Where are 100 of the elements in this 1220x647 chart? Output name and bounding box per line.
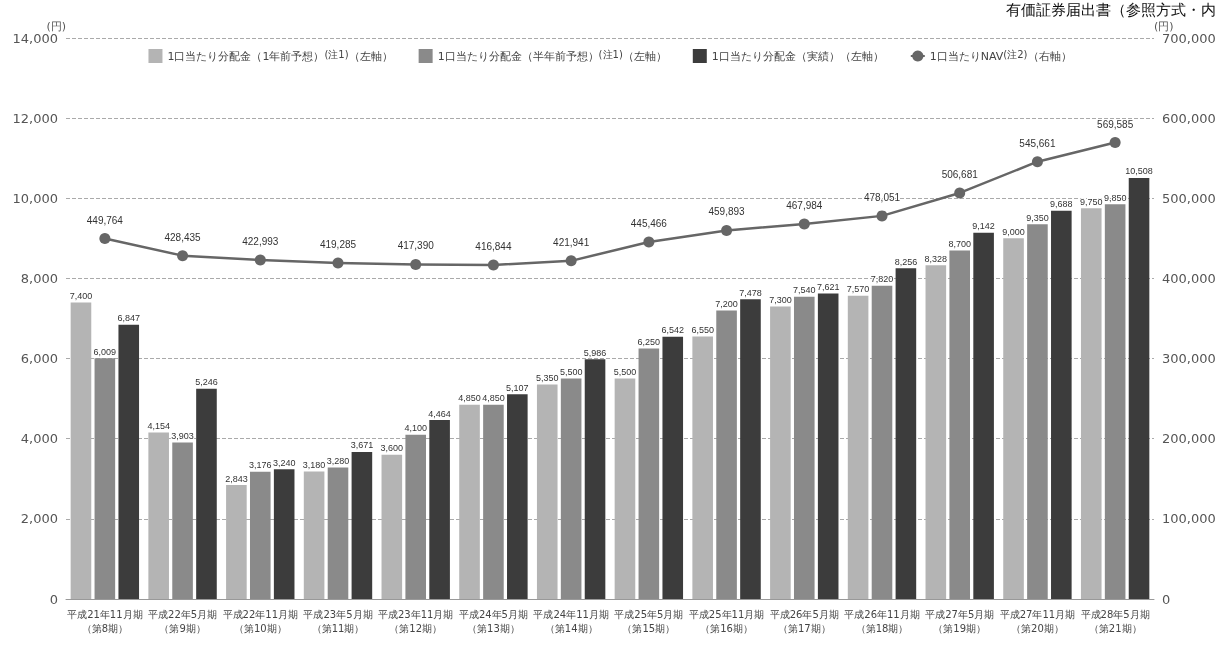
data-label: 3,280: [326, 456, 350, 467]
legend-label: 1口当たりNAV(注2)（右軸）: [929, 49, 1072, 63]
bar: [351, 451, 373, 599]
bar: [949, 250, 971, 599]
bar: [196, 388, 217, 599]
y-tick-label: 12,000: [12, 110, 58, 126]
data-label: 4,100: [404, 423, 427, 434]
x-tick-label: 平成25年5月期（第15期）: [614, 608, 684, 634]
data-label: 9,142: [972, 221, 995, 232]
x-tick-label: 平成26年11月期（第18期）: [844, 608, 920, 634]
x-tick-label: 平成27年11月期（第20期）: [999, 608, 1076, 634]
bar: [172, 442, 193, 599]
y2-tick-label: 400,000: [1162, 270, 1216, 286]
bar: [1051, 210, 1072, 599]
data-label: 9,000: [1002, 226, 1025, 237]
bar: [94, 358, 116, 599]
y2-tick-label: 300,000: [1162, 351, 1216, 367]
data-label: 9,688: [1050, 199, 1073, 210]
bar: [973, 232, 994, 599]
data-label: 8,700: [948, 238, 971, 249]
y2-axis-title: (円): [1154, 19, 1174, 33]
data-label: 6,847: [117, 313, 141, 324]
data-label: 10,508: [1125, 166, 1153, 177]
y-tick-label: 10,000: [12, 190, 58, 206]
data-label: 5,500: [559, 367, 583, 378]
data-label: 4,850: [482, 393, 505, 404]
data-label: 5,107: [506, 382, 529, 393]
data-label: 8,328: [924, 253, 948, 264]
bar: [249, 471, 271, 599]
data-label: 9,350: [1026, 212, 1049, 223]
bar: [560, 378, 582, 599]
data-label: 3,240: [272, 457, 296, 468]
data-label: 449,764: [86, 214, 124, 226]
data-label: 7,300: [769, 294, 792, 305]
data-label: 9,750: [1079, 196, 1103, 207]
x-tick-label: 平成23年11月期（第12期）: [377, 608, 454, 634]
y-tick-label: 14,000: [12, 30, 58, 46]
data-label: 445,466: [630, 217, 668, 229]
y2-tick-label: 500,000: [1162, 190, 1216, 206]
data-label: 2,843: [225, 473, 248, 484]
data-label: 506,681: [941, 168, 979, 180]
point: [410, 258, 422, 270]
data-label: 4,154: [147, 421, 170, 432]
data-label: 5,246: [195, 377, 218, 388]
data-label: 5,350: [535, 373, 559, 384]
y-axis-title: (円): [46, 19, 66, 33]
y-tick-label: 4,000: [20, 431, 58, 447]
data-label: 5,500: [613, 367, 637, 378]
y-tick-label: 6,000: [20, 351, 58, 367]
data-label: 9,850: [1103, 192, 1127, 203]
data-label: 6,550: [691, 325, 714, 336]
bar: [716, 310, 737, 599]
data-label: 3,600: [380, 443, 404, 454]
point: [177, 250, 189, 262]
y-tick-label: 0: [49, 591, 58, 607]
point: [254, 254, 266, 266]
data-label: 8,256: [894, 256, 918, 267]
x-tick-label: 平成23年5月期（第11期）: [303, 608, 373, 634]
y2-tick-label: 200,000: [1162, 431, 1216, 447]
data-label: 459,893: [708, 206, 746, 218]
point: [332, 257, 344, 269]
data-label: 467,984: [786, 199, 823, 211]
bar: [871, 285, 893, 599]
data-label: 3,176: [249, 460, 272, 471]
point: [876, 210, 888, 222]
x-tick-label: 平成22年5月期（第9期）: [148, 608, 218, 634]
bar: [483, 404, 504, 599]
data-label: 3,180: [302, 460, 326, 471]
x-tick-label: 平成27年5月期（第19期）: [925, 608, 995, 634]
x-tick-label: 平成21年11月期（第8期）: [67, 608, 143, 634]
data-label: 7,200: [715, 298, 738, 309]
data-label: 5,986: [583, 347, 607, 358]
bar: [638, 348, 660, 599]
data-label: 4,464: [428, 408, 451, 419]
x-tick-label: 平成24年11月期（第14期）: [533, 608, 609, 634]
bar: [405, 434, 427, 599]
text: 有価証券届出書（参照方式・内: [1006, 0, 1216, 19]
x-tick-label: 平成26年5月期（第17期）: [769, 608, 839, 634]
bar: [327, 467, 349, 599]
data-label: 421,941: [553, 236, 590, 248]
data-label: 3,671: [350, 440, 374, 451]
bar: [1027, 224, 1048, 599]
data-label: 478,051: [863, 191, 901, 203]
bar: [507, 394, 528, 599]
point: [565, 255, 577, 267]
data-label: 7,540: [793, 285, 816, 296]
bar: [584, 359, 606, 599]
x-tick-label: 平成22年11月期（第10期）: [222, 608, 299, 634]
bar: [793, 296, 815, 599]
bar: [817, 293, 839, 599]
point: [798, 218, 810, 230]
data-label: 545,661: [1019, 137, 1056, 149]
point: [1031, 156, 1043, 168]
y-tick-label: 2,000: [20, 511, 58, 527]
data-label: 6,250: [637, 337, 661, 348]
data-label: 569,585: [1097, 118, 1134, 130]
y2-tick-label: 600,000: [1162, 110, 1216, 126]
point: [99, 233, 111, 245]
legend-label: 1口当たり分配金（実績）（左軸）: [711, 49, 884, 63]
bar: [662, 336, 684, 599]
